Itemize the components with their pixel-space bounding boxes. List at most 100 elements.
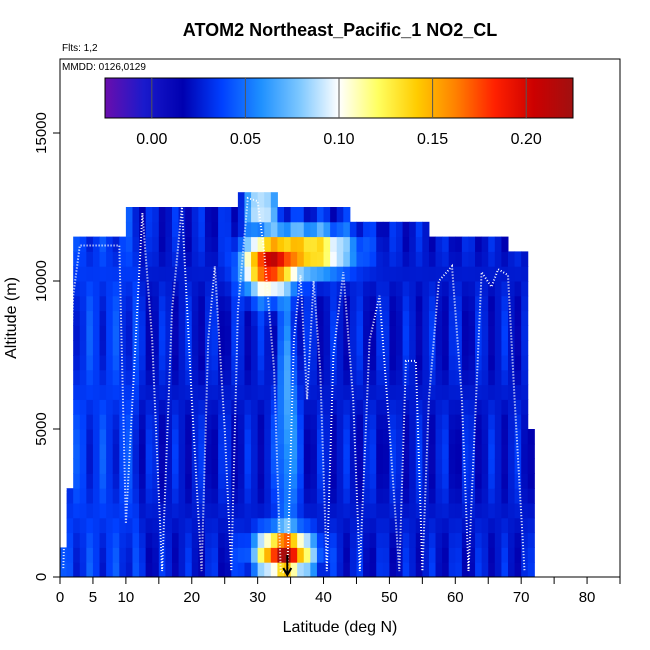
heatmap-cell (211, 221, 219, 238)
heatmap-cell (264, 236, 272, 252)
heatmap-cell (297, 443, 305, 460)
heatmap-cell (231, 562, 239, 577)
heatmap-cell (211, 429, 219, 445)
heatmap-cell (132, 207, 140, 223)
heatmap-cell (402, 355, 410, 371)
annotations: Flts: 1,2 MMDD: 0126,0129 (62, 43, 146, 73)
heatmap-cell (251, 251, 259, 267)
heatmap-cell (178, 488, 186, 504)
heatmap-cell (79, 532, 87, 548)
heatmap-cell (409, 458, 417, 474)
heatmap-cell (165, 369, 173, 386)
heatmap-cell (132, 414, 140, 430)
heatmap-cell (92, 399, 101, 415)
heatmap-cell (125, 458, 133, 474)
heatmap-cell (448, 325, 456, 341)
heatmap-cell (488, 547, 496, 563)
heatmap-cell (125, 355, 133, 371)
heatmap-cell (158, 458, 166, 474)
heatmap-cell (409, 517, 417, 534)
heatmap-cell (402, 429, 410, 445)
flight-track (62, 196, 526, 576)
heatmap-cell (409, 266, 417, 282)
heatmap-cell (270, 384, 278, 400)
heatmap-cell (422, 310, 430, 326)
heatmap-cell (508, 473, 516, 489)
heatmap-cell (185, 429, 193, 445)
heatmap-cell (336, 443, 344, 460)
heatmap-cell (343, 503, 351, 519)
heatmap-cell (158, 340, 166, 356)
heatmap-cell (218, 310, 226, 326)
heatmap-cell (244, 369, 252, 386)
heatmap-cell (251, 562, 259, 577)
heatmap-cell (277, 236, 285, 252)
heatmap-cell (185, 221, 193, 238)
heatmap-cell (389, 236, 397, 252)
heatmap-cell (428, 399, 437, 415)
heatmap-cell (145, 399, 153, 415)
heatmap-cell (527, 503, 535, 519)
heatmap-cell (257, 192, 265, 208)
heatmap-cell (218, 414, 226, 430)
heatmap-cell (132, 266, 140, 282)
heatmap-cell (521, 369, 529, 386)
heatmap-cell (356, 266, 364, 282)
heatmap-cell (428, 281, 437, 297)
heatmap-cell (165, 251, 173, 267)
heatmap-cell (475, 384, 483, 400)
heatmap-cell (468, 355, 476, 371)
heatmap-cell (396, 503, 404, 519)
heatmap-cell (79, 325, 87, 341)
heatmap-cell (521, 251, 529, 267)
heatmap-cell (442, 517, 450, 534)
heatmap-cell (508, 369, 516, 386)
heatmap-cell (244, 325, 252, 341)
heatmap-cell (442, 310, 450, 326)
heatmap-cell (402, 414, 410, 430)
heatmap-cell (172, 221, 180, 238)
heatmap-cell (494, 355, 502, 371)
heatmap-cell (448, 251, 456, 267)
heatmap-cell (409, 340, 417, 356)
heatmap-cell (152, 443, 160, 460)
heatmap-cell (251, 473, 259, 489)
heatmap-cell (231, 488, 239, 504)
heatmap-cell (165, 458, 173, 474)
heatmap-cell (356, 562, 364, 577)
heatmap-cell (349, 325, 357, 341)
heatmap-cell (501, 281, 509, 297)
x-axis: 0 5 10 20 30 40 50 60 70 80 (56, 577, 621, 606)
heatmap-cell (264, 532, 272, 548)
heatmap-cell (172, 281, 180, 297)
heatmap-cell (475, 532, 483, 548)
heatmap-cell (284, 532, 292, 548)
heatmap-cell (455, 266, 463, 282)
heatmap-cell (422, 503, 430, 519)
heatmap-cell (99, 236, 107, 252)
heatmap-cell (494, 547, 502, 563)
heatmap-cell (363, 325, 371, 341)
y-tick-label: 15000 (33, 112, 50, 154)
heatmap-cell (514, 503, 522, 519)
heatmap-cell (494, 369, 502, 386)
heatmap-cell (356, 236, 364, 252)
heatmap-cell (382, 221, 390, 238)
heatmap-cell (257, 473, 265, 489)
heatmap-cell (389, 384, 397, 400)
heatmap-cell (145, 384, 153, 400)
heatmap-cell (290, 310, 298, 326)
heatmap-cell (172, 295, 180, 312)
heatmap-cell (112, 517, 120, 534)
heatmap-cell (270, 207, 278, 223)
heatmap-cell (428, 384, 437, 400)
heatmap-cell (66, 562, 74, 577)
heatmap-cell (455, 295, 463, 312)
heatmap-cell (316, 562, 325, 577)
heatmap-cell (251, 310, 259, 326)
heatmap-cell (204, 221, 213, 238)
heatmap-cell (343, 251, 351, 267)
heatmap-cell (435, 384, 443, 400)
heatmap-cell (198, 532, 206, 548)
heatmap-cell (323, 207, 331, 223)
